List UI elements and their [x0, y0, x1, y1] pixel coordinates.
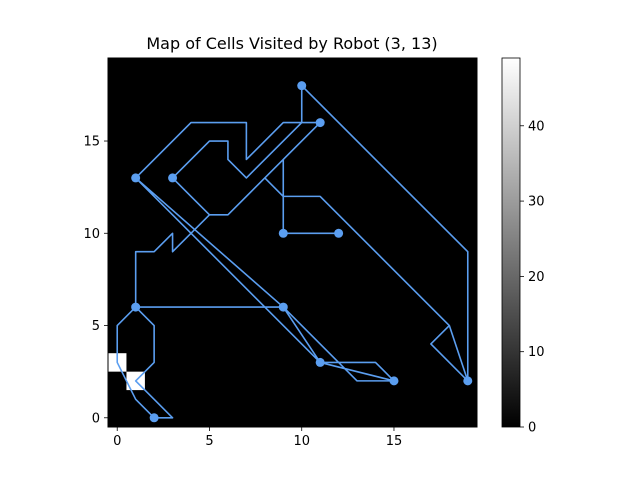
- robot-path: [116, 84, 469, 419]
- colorbar-ticks: 0 10 20 30 40: [520, 119, 545, 436]
- visit-marker: [315, 357, 325, 367]
- visit-marker: [297, 81, 307, 91]
- x-tick-label: 5: [205, 434, 213, 449]
- map-background: [108, 58, 477, 427]
- y-tick-label: 5: [92, 319, 100, 334]
- x-tick-label: 15: [386, 434, 403, 449]
- x-tick-label: 0: [113, 434, 121, 449]
- colorbar-tick-label: 30: [528, 195, 545, 210]
- path-line: [116, 84, 469, 419]
- visit-marker: [278, 228, 288, 238]
- y-tick-label: 0: [92, 411, 100, 426]
- visit-marker: [315, 118, 325, 128]
- colorbar-tick-label: 40: [528, 119, 545, 134]
- y-axis: 0 5 10 15: [83, 135, 108, 426]
- colorbar-tick-label: 0: [528, 421, 536, 436]
- x-axis: 0 5 10 15: [113, 427, 402, 449]
- visit-marker: [168, 173, 178, 183]
- visit-marker: [131, 173, 141, 183]
- visit-marker: [278, 302, 288, 312]
- visit-marker: [334, 228, 344, 238]
- y-tick-label: 10: [83, 227, 100, 242]
- visit-marker: [131, 302, 141, 312]
- colorbar: [501, 57, 521, 428]
- plot-frame: [107, 57, 478, 428]
- visit-marker: [389, 376, 399, 386]
- x-tick-label: 10: [293, 434, 310, 449]
- colorbar-tick-label: 10: [528, 345, 545, 360]
- visit-marker: [463, 376, 473, 386]
- chart-title: Map of Cells Visited by Robot (3, 13): [146, 34, 437, 53]
- visited-markers: [131, 81, 473, 423]
- visit-marker: [149, 413, 159, 423]
- y-tick-label: 15: [83, 135, 100, 150]
- colorbar-tick-label: 20: [528, 270, 545, 285]
